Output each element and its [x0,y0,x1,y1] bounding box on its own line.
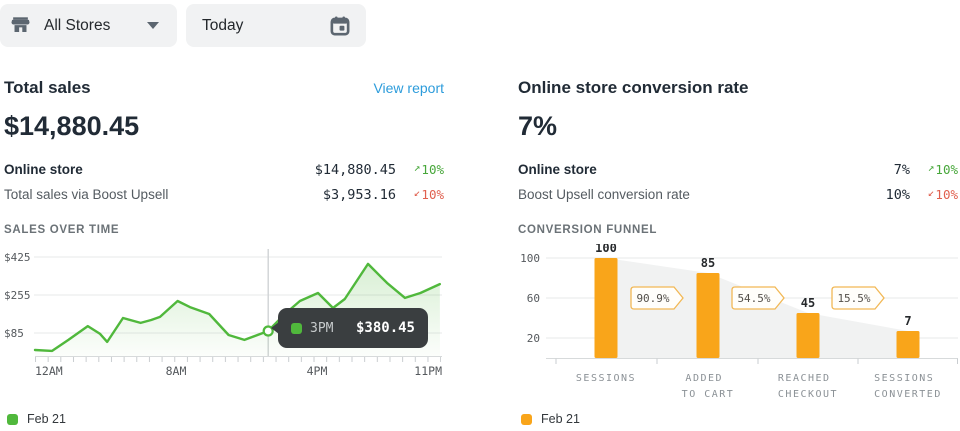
legend-swatch-green [7,413,18,425]
metric-row-online-store-cr: Online store 7% ↗10% [518,157,958,182]
x-axis-label: 8AM [166,364,187,378]
y-axis-label: 100 [520,252,540,265]
conversion-badge [630,286,684,310]
total-sales-card: Total sales View report $14,880.45 Onlin… [4,78,444,384]
conversion-rate-card: Online store conversion rate 7% Online s… [518,78,958,409]
metric-delta: ↗10% [927,161,958,177]
conversion-funnel-heading: CONVERSION FUNNEL [518,224,658,236]
metric-row-online-store: Online store $14,880.45 ↗10% [4,157,444,182]
conversion-badge-label: 15.5% [837,292,870,305]
sales-line-chart[interactable]: $425 $255 $85 12AM 8AM 4PM 11PM [4,244,444,384]
metric-value: $3,953.16 [322,186,396,203]
tooltip-value: $380.45 [355,320,415,336]
total-sales-title: Total sales [4,78,91,97]
metric-label: Online store [518,162,597,177]
category-label: ADDED TO CART [682,373,735,400]
metric-row-boost-upsell: Total sales via Boost Upsell $3,953.16 ↙… [4,182,444,207]
conversion-value: 7% [518,111,558,141]
chart-tooltip: 3PM $380.45 [271,308,428,348]
conversion-funnel-chart[interactable]: 100 60 20 100 85 45 7 90.9% [518,241,958,409]
category-label: REACHED CHECKOUT [778,373,838,400]
metric-value: 10% [885,186,910,203]
total-sales-value: $14,880.45 [4,111,140,141]
tooltip-time: 3PM [310,320,334,336]
tooltip-series-swatch [291,322,302,334]
funnel-bar-sessions-converted[interactable] [896,331,920,358]
legend-label: Feb 21 [27,412,66,426]
sales-line[interactable] [33,262,441,353]
x-axis-label: 11PM [414,364,442,378]
metric-label: Online store [4,162,83,177]
funnel-bar-reached-checkout[interactable] [796,313,820,358]
calendar-icon [330,16,350,35]
conversion-title: Online store conversion rate [518,78,749,97]
conversion-badge [731,286,785,310]
sales-chart-legend: Feb 21 [7,412,66,426]
y-axis-label: $255 [4,289,31,302]
category-label: SESSIONS CONVERTED [874,373,942,400]
bar-value-label: 85 [701,256,715,270]
metric-value: 7% [893,161,910,178]
conversion-badge [831,286,885,310]
y-axis-label: 20 [527,332,540,345]
metric-label: Boost Upsell conversion rate [518,187,690,202]
trend-down-icon: ↙ [413,186,421,199]
store-filter-button[interactable]: All Stores [0,4,177,47]
chevron-down-icon [147,22,159,29]
metric-delta: ↙10% [413,186,444,202]
legend-swatch-orange [521,413,532,425]
store-filter-label: All Stores [44,16,111,34]
bar-value-label: 7 [904,314,911,328]
date-filter-button[interactable]: Today [186,4,366,47]
x-axis-label: 4PM [307,364,328,378]
funnel-bar-sessions[interactable] [594,258,618,358]
trend-down-icon: ↙ [927,186,935,199]
x-axis-label: 12AM [35,364,63,378]
metric-value: $14,880.45 [314,161,396,178]
metric-label: Total sales via Boost Upsell [4,187,169,202]
store-icon [11,17,30,33]
view-report-link[interactable]: View report [373,80,444,96]
funnel-chart-legend: Feb 21 [521,412,580,426]
date-filter-label: Today [202,16,244,34]
y-axis-label: $85 [4,327,24,340]
conversion-badge-label: 54.5% [737,292,770,305]
conversion-badge-label: 90.9% [636,292,669,305]
y-axis-label: 60 [527,292,540,305]
category-label: SESSIONS [576,373,636,384]
y-axis-label: $425 [4,251,31,264]
sales-over-time-heading: SALES OVER TIME [4,224,120,236]
legend-label: Feb 21 [541,412,580,426]
bar-value-label: 45 [801,296,815,310]
metric-delta: ↗10% [413,161,444,177]
trend-up-icon: ↗ [927,161,935,174]
funnel-bar-added-to-cart[interactable] [696,273,720,358]
metric-delta: ↙10% [927,186,958,202]
bar-value-label: 100 [595,244,617,255]
metric-row-boost-upsell-cr: Boost Upsell conversion rate 10% ↙10% [518,182,958,207]
x-axis-ticks [35,357,441,362]
trend-up-icon: ↗ [413,161,421,174]
